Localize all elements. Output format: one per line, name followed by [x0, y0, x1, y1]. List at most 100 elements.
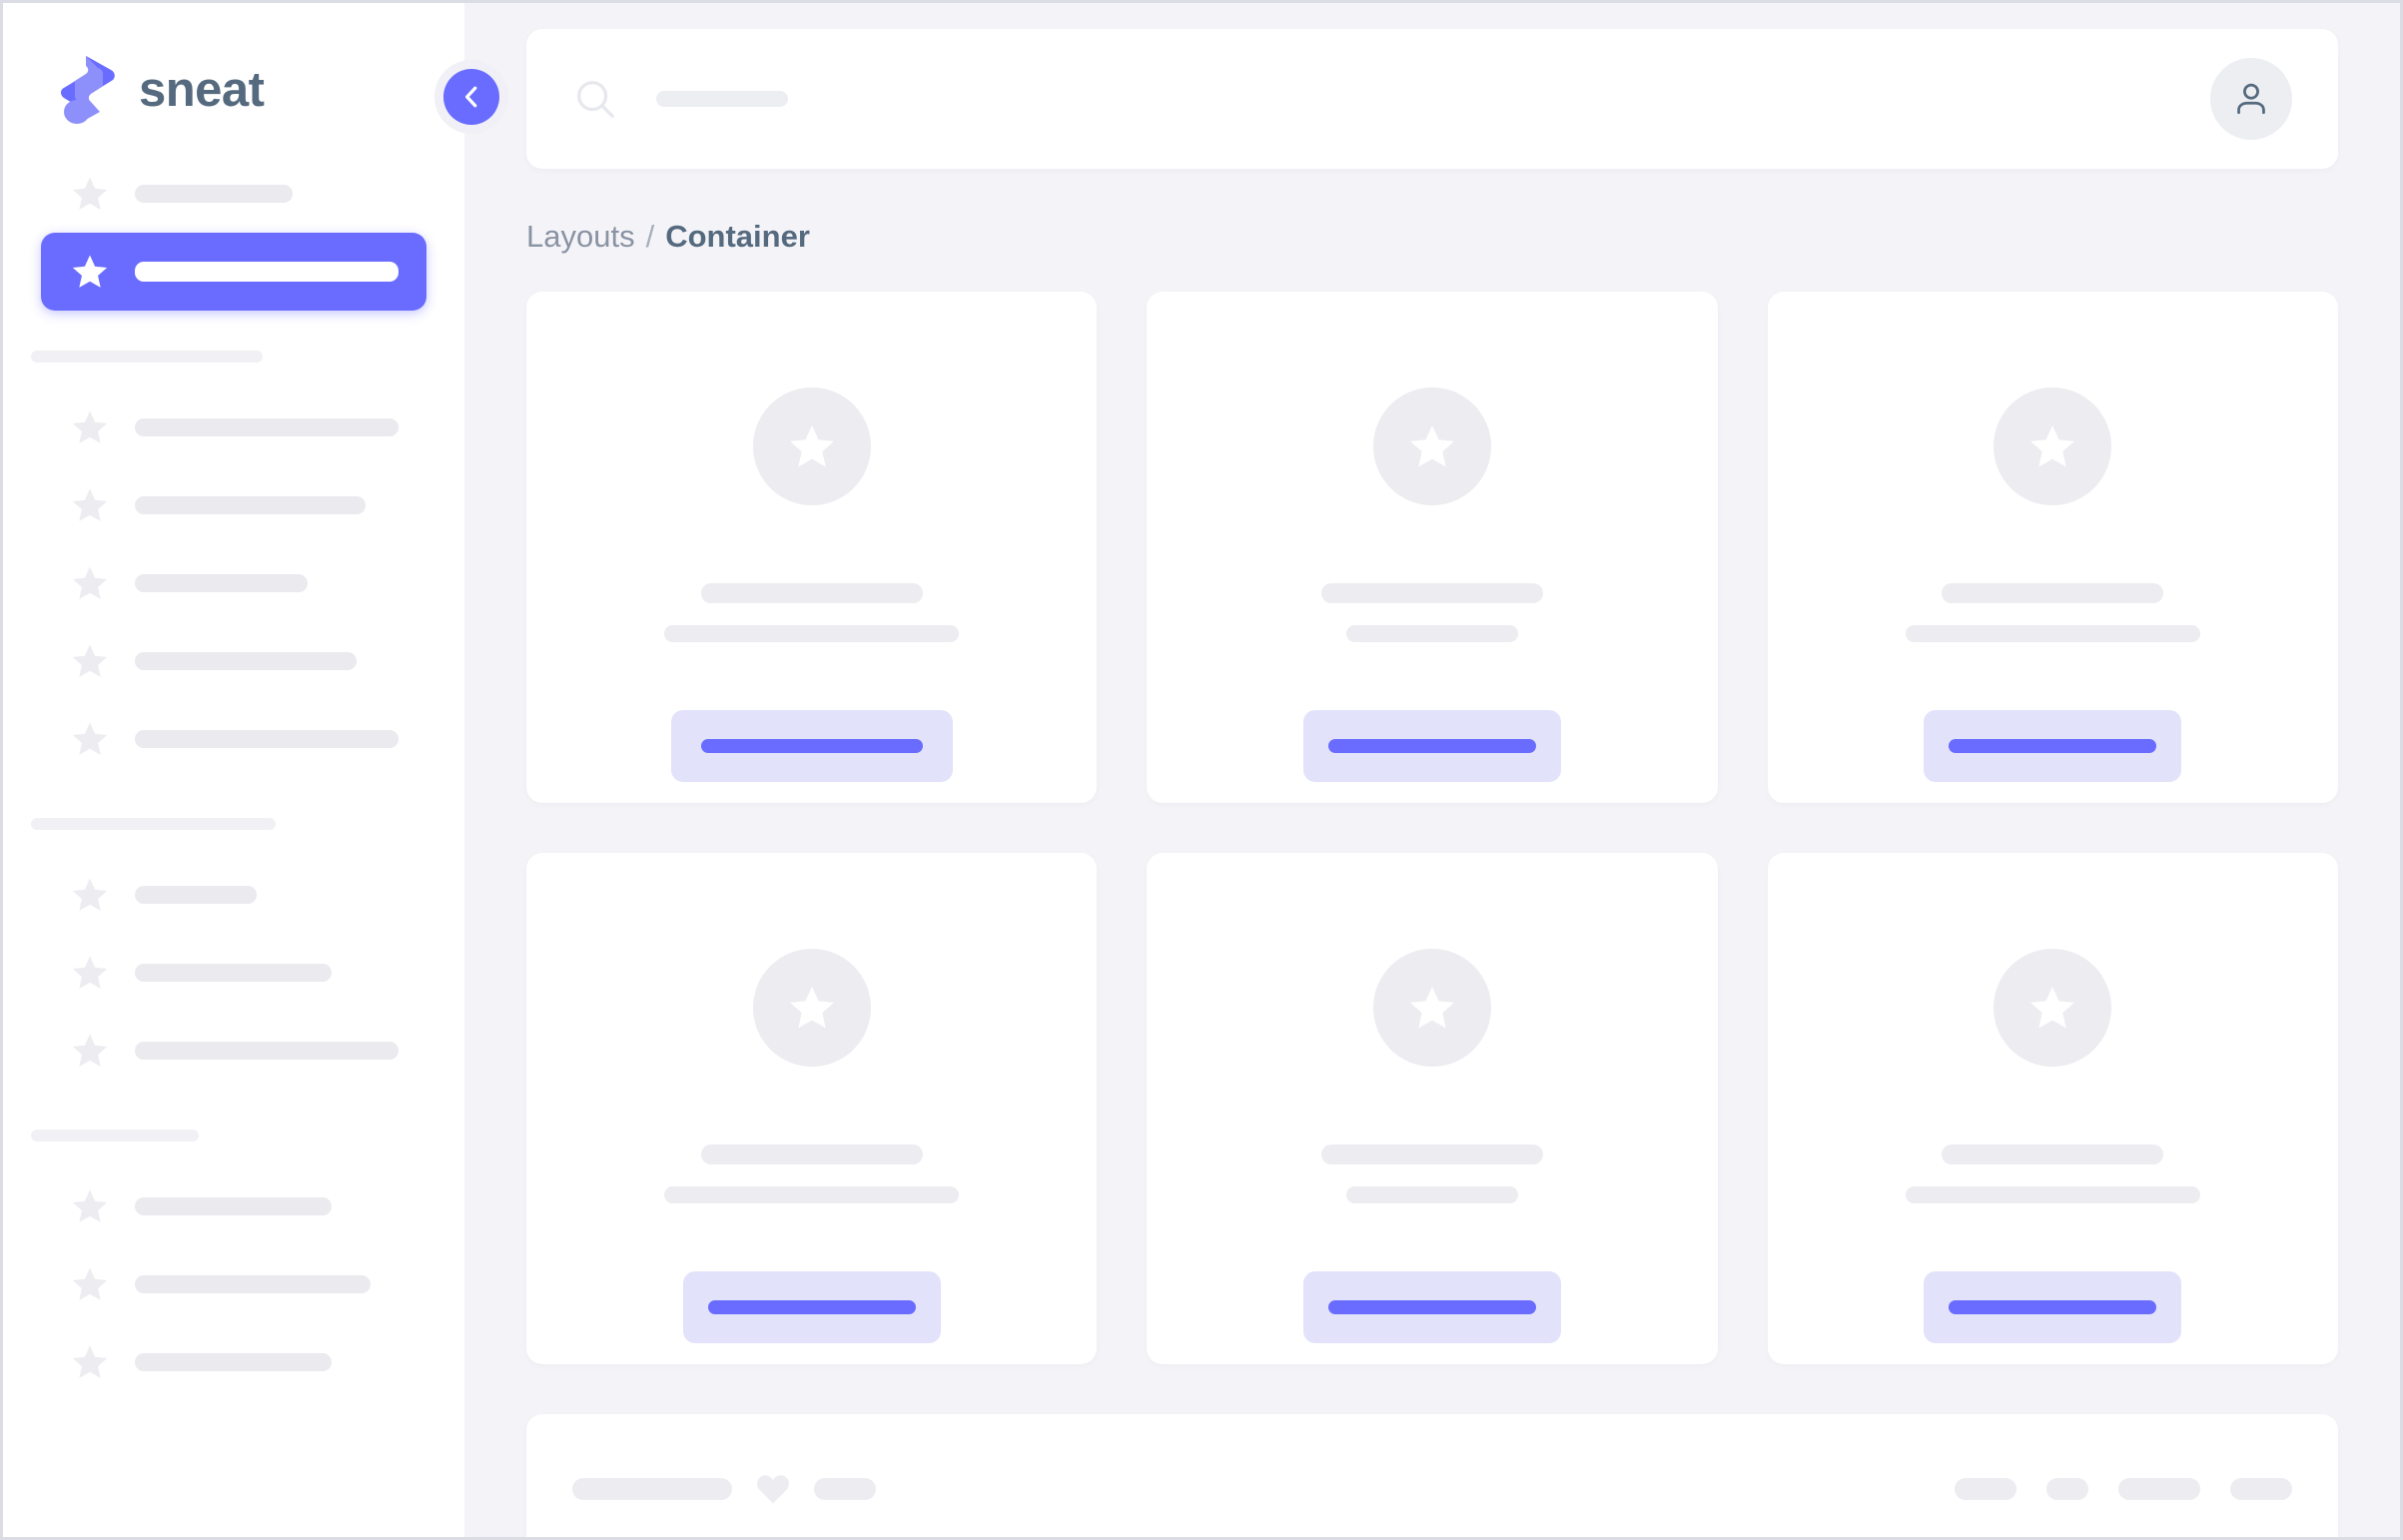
sneat-s-logo-icon	[61, 56, 115, 124]
card-subtitle-placeholder	[1905, 1186, 2200, 1203]
card-action-button[interactable]	[1924, 1271, 2182, 1343]
heart-icon	[757, 1475, 789, 1504]
sidebar-item[interactable]	[41, 622, 426, 700]
card-action-button-label	[707, 1300, 916, 1314]
breadcrumb-parent[interactable]: Layouts	[526, 219, 635, 254]
card-title-placeholder	[1320, 1145, 1543, 1164]
avatar[interactable]	[2210, 58, 2292, 140]
card-subtitle-placeholder	[1345, 1186, 1518, 1203]
star-icon	[1409, 986, 1455, 1029]
card-title-placeholder	[1942, 1145, 2164, 1164]
sidebar-group-2	[3, 856, 464, 1090]
sidebar-item-label	[135, 262, 399, 282]
footer-left-placeholder[interactable]	[814, 1478, 876, 1500]
star-icon	[72, 488, 108, 521]
sidebar-item[interactable]	[41, 1012, 426, 1090]
content-card	[526, 292, 1098, 803]
sidebar-group-0	[3, 155, 464, 311]
user-icon	[2237, 83, 2265, 115]
card-subtitle-placeholder	[1905, 625, 2200, 642]
breadcrumb: Layouts / Container	[526, 221, 2338, 252]
card-avatar	[1994, 949, 2112, 1067]
sidebar-item-label	[135, 964, 332, 982]
sidebar-item-label	[135, 496, 366, 514]
star-icon	[72, 1189, 108, 1222]
sidebar-item-label	[135, 1275, 371, 1293]
sidebar-item[interactable]	[41, 155, 426, 233]
footer-right-placeholder[interactable]	[1955, 1478, 2016, 1500]
star-icon	[72, 1267, 108, 1300]
card-action-button-label	[1949, 739, 2157, 753]
search-icon	[577, 81, 614, 118]
search-input[interactable]	[656, 91, 788, 107]
sidebar-collapse-toggle[interactable]	[434, 60, 508, 134]
star-icon	[2030, 986, 2075, 1029]
card-action-button[interactable]	[1924, 710, 2182, 782]
star-icon	[1409, 424, 1455, 467]
star-icon	[72, 1034, 108, 1067]
card-grid	[526, 292, 2338, 1364]
star-icon	[72, 255, 108, 288]
footer-right-placeholder[interactable]	[2046, 1478, 2088, 1500]
sidebar-item-label	[135, 1197, 332, 1215]
sidebar-item-label	[135, 1353, 332, 1371]
card-action-button[interactable]	[682, 1271, 941, 1343]
footer-right-placeholder[interactable]	[2230, 1478, 2292, 1500]
footer-left-group	[572, 1470, 876, 1508]
sidebar-item-label	[135, 185, 293, 203]
sidebar-item[interactable]	[41, 466, 426, 544]
card-action-button[interactable]	[670, 710, 953, 782]
content-card	[1147, 292, 1718, 803]
footer-bar	[526, 1414, 2338, 1537]
brand-logo-area[interactable]: sneat	[3, 3, 464, 131]
star-icon	[72, 177, 108, 210]
card-action-button-label	[700, 739, 923, 753]
sidebar: sneat	[3, 3, 508, 1537]
breadcrumb-separator: /	[645, 219, 655, 254]
card-action-button-label	[1949, 1300, 2157, 1314]
top-navbar	[526, 29, 2338, 169]
sidebar-group-label	[31, 818, 276, 830]
sidebar-item[interactable]	[41, 934, 426, 1012]
page-title: Container	[665, 219, 810, 254]
sidebar-item[interactable]	[41, 1167, 426, 1245]
star-icon	[2030, 424, 2075, 467]
sidebar-group-label	[31, 1130, 199, 1142]
card-action-button-label	[1327, 1300, 1536, 1314]
sidebar-item-active[interactable]	[41, 233, 426, 311]
sidebar-item[interactable]	[41, 388, 426, 466]
card-title-placeholder	[1942, 583, 2164, 603]
sidebar-item[interactable]	[41, 700, 426, 778]
sidebar-item[interactable]	[41, 1323, 426, 1401]
search-bar[interactable]	[572, 76, 2210, 122]
star-icon	[72, 644, 108, 677]
content-card	[1147, 853, 1718, 1364]
card-title-placeholder	[700, 1145, 923, 1164]
card-action-button[interactable]	[1302, 710, 1561, 782]
star-icon	[72, 566, 108, 599]
footer-right-group	[1955, 1478, 2292, 1500]
star-icon	[72, 956, 108, 989]
sidebar-item-label	[135, 1042, 399, 1060]
sidebar-item-label	[135, 730, 399, 748]
card-title-placeholder	[700, 583, 923, 603]
sidebar-group-label	[31, 351, 263, 363]
sidebar-item[interactable]	[41, 856, 426, 934]
card-subtitle-placeholder	[1345, 625, 1518, 642]
sidebar-item[interactable]	[41, 1245, 426, 1323]
card-avatar	[1994, 387, 2112, 505]
card-avatar	[752, 949, 871, 1067]
main-content: Layouts / Container	[464, 3, 2400, 1537]
footer-left-placeholder[interactable]	[572, 1478, 732, 1500]
content-card	[1767, 292, 2338, 803]
sidebar-item[interactable]	[41, 544, 426, 622]
card-action-button[interactable]	[1302, 1271, 1561, 1343]
star-icon	[789, 986, 834, 1029]
sidebar-item-label	[135, 886, 257, 904]
card-avatar	[1372, 949, 1491, 1067]
footer-right-placeholder[interactable]	[2118, 1478, 2200, 1500]
sidebar-navigation	[3, 131, 464, 1401]
content-card	[526, 853, 1098, 1364]
star-icon	[789, 424, 834, 467]
sidebar-group-3	[3, 1167, 464, 1401]
